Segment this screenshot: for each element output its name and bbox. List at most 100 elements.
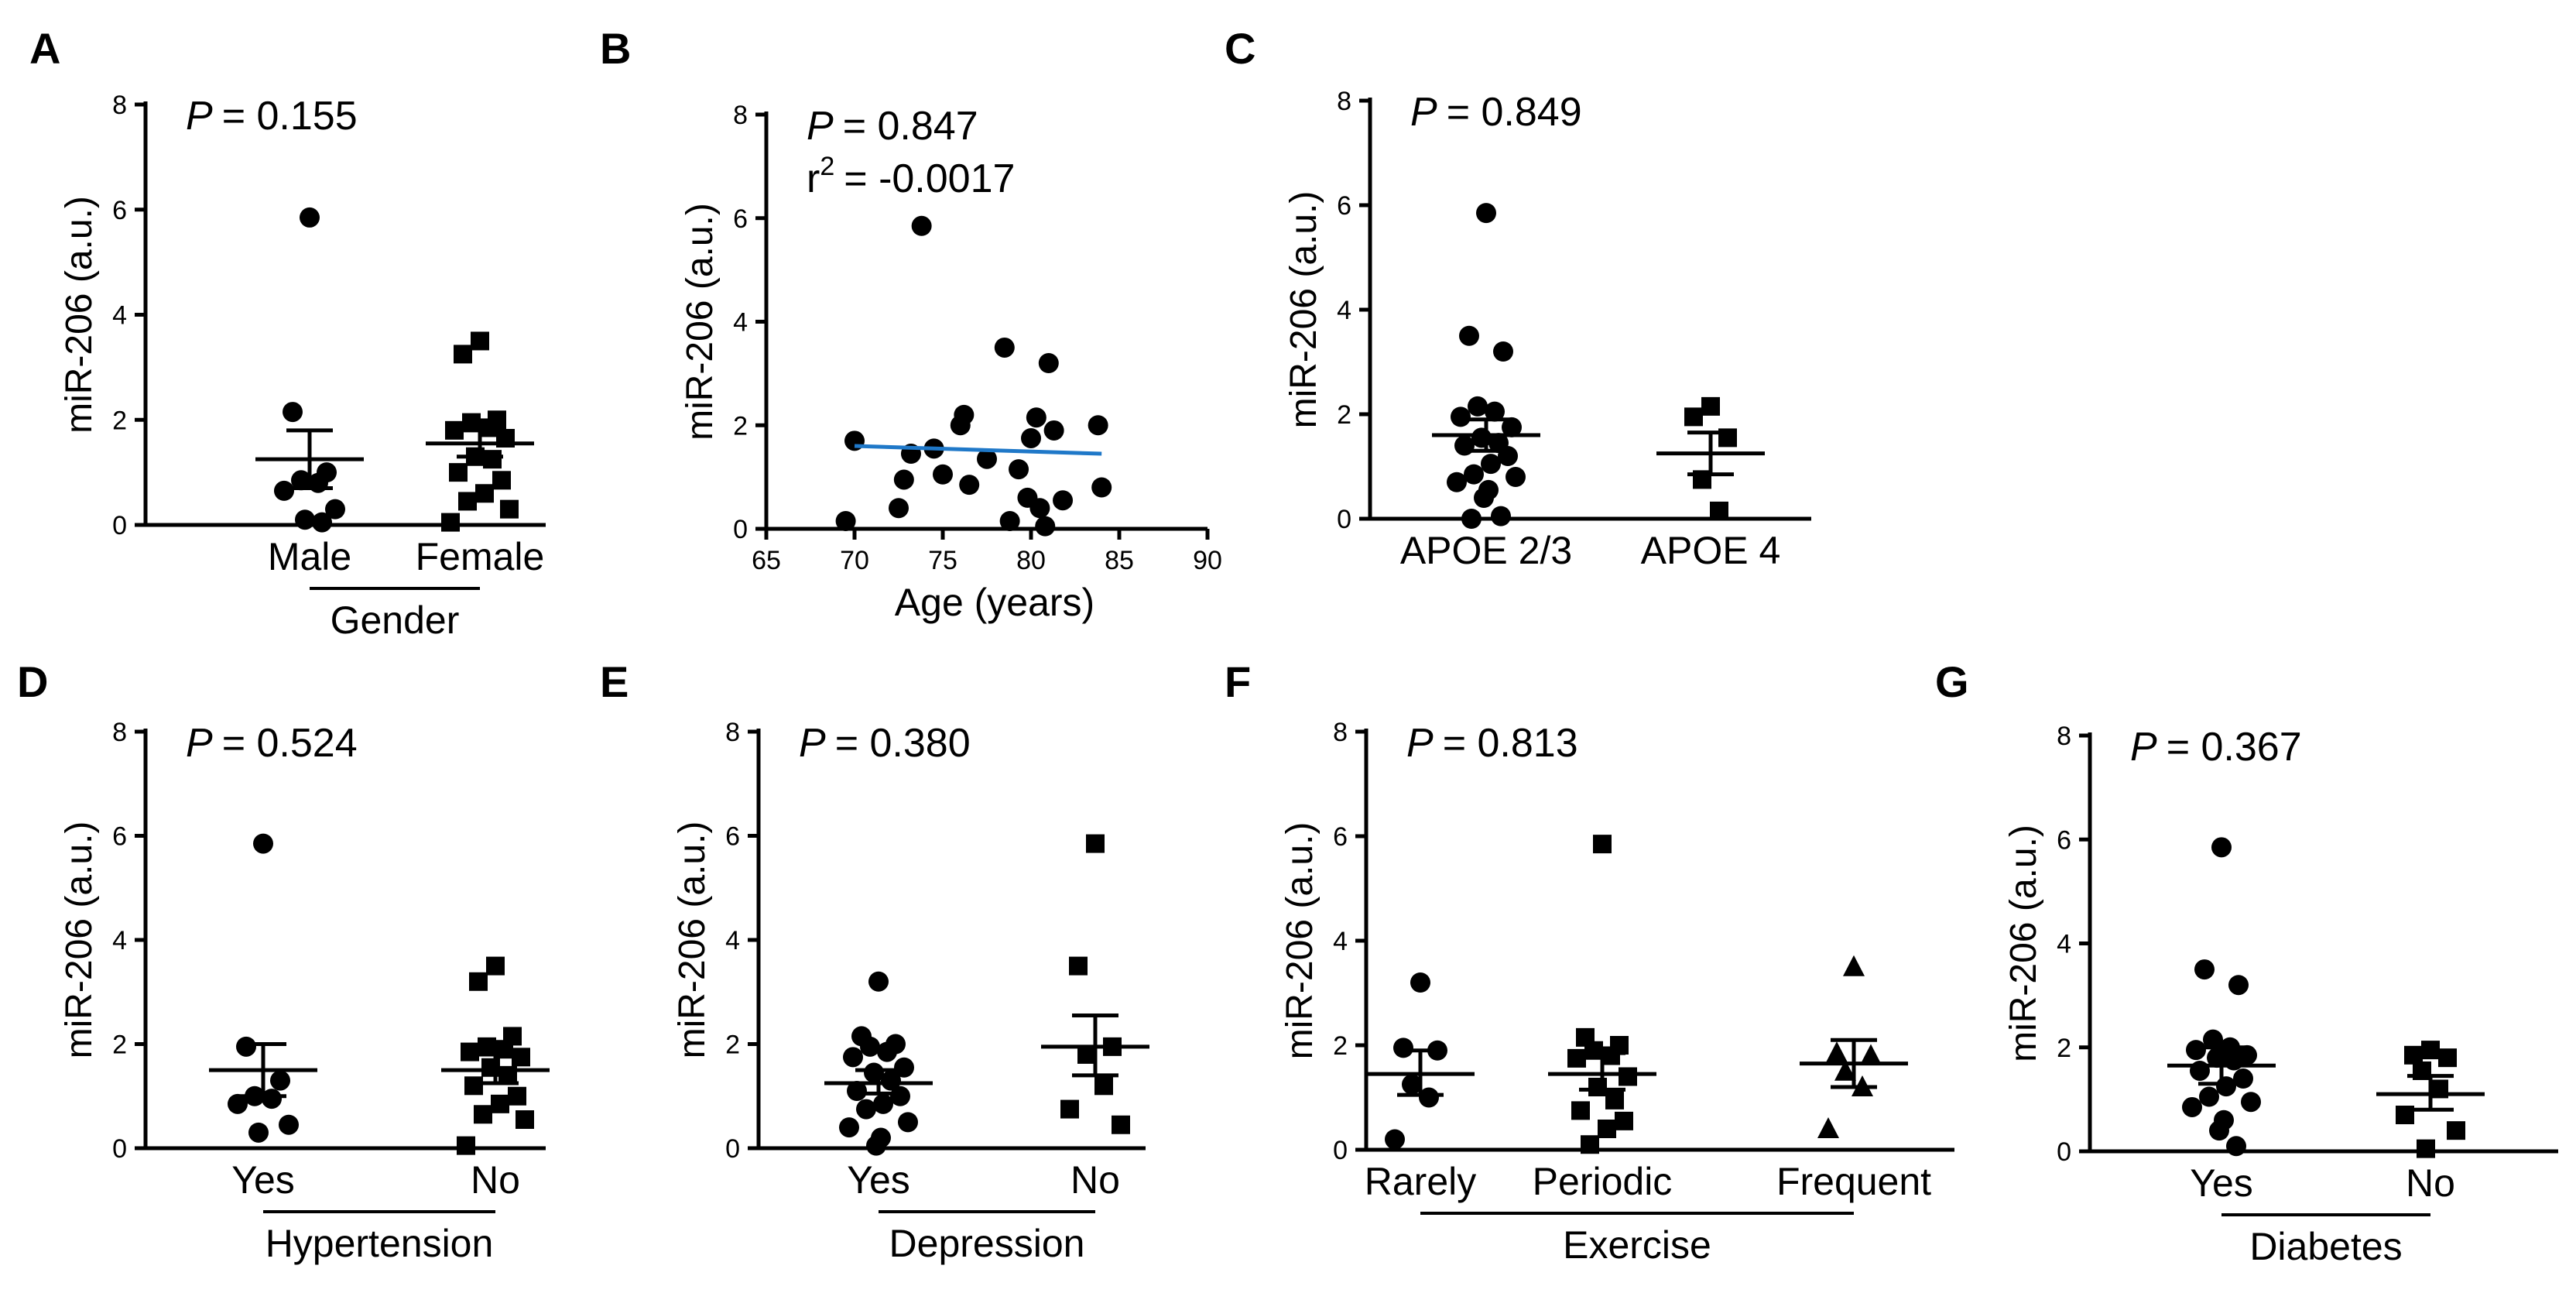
data-point: [1088, 415, 1108, 436]
r-symbol: r: [807, 156, 820, 201]
x-tick-label: 75: [928, 546, 957, 575]
p-symbol: P: [2130, 725, 2157, 770]
p-symbol: P: [799, 721, 826, 766]
data-point: [475, 484, 494, 503]
data-point: [1086, 834, 1105, 853]
data-point: [839, 1117, 859, 1138]
data-point: [954, 404, 975, 425]
y-tick-label: 2: [2057, 1034, 2071, 1063]
group-label: Gender: [331, 598, 460, 642]
data-point: [1035, 516, 1056, 537]
y-tick-label: 8: [1333, 718, 1348, 747]
x-tick-label: 85: [1105, 546, 1134, 575]
p-value: = 0.524: [222, 721, 358, 766]
data-point: [1029, 498, 1050, 519]
p-value: = 0.847: [843, 104, 978, 149]
data-point: [1091, 477, 1112, 498]
category-label: Periodic: [1533, 1160, 1673, 1203]
y-tick-label: 6: [733, 204, 748, 234]
data-point: [1593, 835, 1612, 854]
data-point: [283, 402, 303, 423]
data-point: [873, 1093, 893, 1114]
regression-line: [854, 444, 1102, 456]
data-point: [508, 1086, 526, 1106]
category-label: APOE 4: [1641, 529, 1781, 572]
y-axis-label: miR-206 (a.u.): [59, 821, 100, 1059]
data-point: [2421, 1041, 2440, 1060]
data-point: [1447, 472, 1467, 492]
data-point: [1598, 1120, 1616, 1138]
data-point: [893, 469, 914, 490]
y-tick-label: 4: [725, 926, 740, 955]
data-point: [1009, 459, 1029, 480]
p-value-text: P = 0.524: [186, 721, 358, 766]
data-point: [977, 448, 997, 469]
y-tick-label: 0: [1333, 1136, 1348, 1165]
group-label: Exercise: [1563, 1223, 1711, 1267]
y-axis-label: miR-206 (a.u.): [2003, 825, 2044, 1062]
category-label: Male: [268, 535, 351, 578]
y-tick-label: 4: [2057, 930, 2071, 959]
y-axis-label: miR-206 (a.u.): [680, 203, 721, 441]
data-point: [474, 1105, 492, 1124]
data-point: [1410, 972, 1430, 993]
p-value: = 0.380: [835, 721, 971, 766]
data-point: [1843, 955, 1865, 976]
y-tick-label: 4: [1333, 927, 1348, 956]
p-symbol: P: [807, 104, 834, 149]
data-point: [1451, 406, 1471, 427]
y-tick-label: 0: [1337, 505, 1351, 534]
data-point: [856, 1099, 876, 1120]
y-tick-label: 0: [112, 511, 127, 540]
y-tick-label: 8: [2057, 722, 2071, 751]
category-label: No: [2406, 1161, 2455, 1205]
p-value: = 0.367: [2167, 725, 2302, 770]
data-point: [270, 1070, 290, 1091]
data-point: [1474, 488, 1494, 508]
data-point: [1419, 1087, 1439, 1108]
data-point: [492, 471, 511, 490]
x-tick-label: 80: [1016, 546, 1046, 575]
y-tick-label: 4: [112, 301, 127, 331]
x-axis-label: Age (years): [895, 581, 1094, 624]
y-tick-label: 0: [733, 515, 748, 544]
category-label: Yes: [2190, 1161, 2253, 1205]
data-point: [2447, 1121, 2465, 1140]
y-tick-label: 8: [112, 91, 127, 120]
data-point: [2404, 1045, 2423, 1065]
y-tick-label: 8: [725, 718, 740, 747]
data-point: [1581, 1135, 1599, 1154]
y-tick-label: 2: [733, 411, 748, 441]
data-point: [262, 1089, 282, 1110]
data-point: [1060, 1099, 1079, 1119]
y-tick-label: 8: [112, 718, 127, 747]
data-point: [312, 512, 332, 533]
data-point: [868, 971, 889, 992]
data-point: [1684, 407, 1703, 427]
category-label: Frequent: [1776, 1160, 1931, 1203]
data-point: [1605, 1090, 1624, 1110]
data-point: [2241, 1092, 2261, 1113]
y-tick-label: 2: [1333, 1031, 1348, 1061]
data-point: [1476, 203, 1496, 224]
y-tick-label: 6: [1333, 822, 1348, 852]
data-point: [2182, 1096, 2202, 1117]
y-tick-label: 8: [733, 101, 748, 130]
data-point: [512, 1048, 530, 1067]
y-tick-label: 2: [725, 1031, 740, 1060]
p-value-text: P = 0.380: [799, 721, 971, 766]
y-tick-label: 0: [2057, 1137, 2071, 1167]
data-point: [1491, 506, 1511, 526]
data-point: [1026, 407, 1046, 428]
data-point: [291, 470, 311, 491]
data-point: [464, 1076, 483, 1096]
data-point: [1393, 1037, 1413, 1058]
data-point: [860, 1036, 880, 1057]
data-point: [1461, 509, 1482, 529]
data-point: [1619, 1067, 1637, 1086]
data-point: [881, 1070, 901, 1091]
data-point: [248, 1122, 269, 1143]
data-point: [843, 1047, 863, 1068]
data-point: [1464, 464, 1484, 485]
y-tick-label: 0: [725, 1134, 740, 1164]
